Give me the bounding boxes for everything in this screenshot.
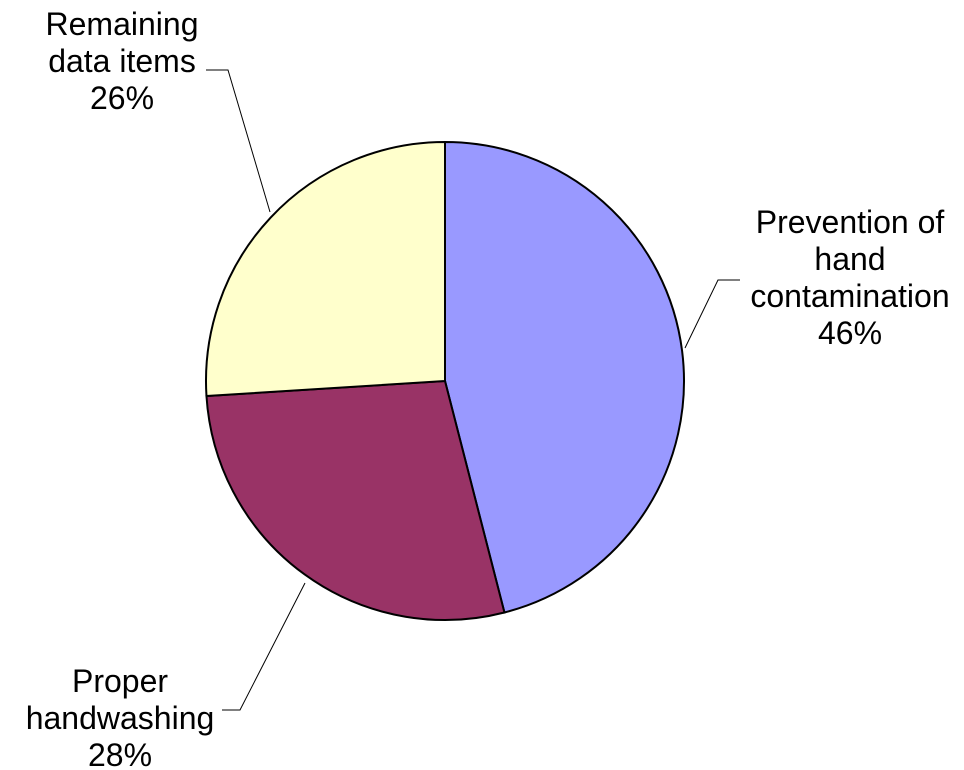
leader-line-1 [684,279,740,349]
slice-name-label: Proper [72,663,168,699]
slice-percent-label: 26% [90,80,154,116]
pie-slices [205,140,685,621]
slice-name-label: contamination [750,278,949,314]
slice-percent-label: 46% [818,315,882,351]
slice-name-label: handwashing [26,700,215,736]
slice-percent-label: 28% [88,737,152,770]
slice-name-label: hand [814,241,885,277]
slice-name-label: Prevention of [756,204,945,240]
leader-line-2 [222,582,306,711]
leader-line-3 [206,69,271,213]
slice-name-label: data items [48,43,196,79]
pie-slice-1 [444,140,685,614]
data-labels: Prevention ofhandcontamination46%Properh… [26,6,950,770]
pie-slice-2 [205,379,506,621]
leader-lines [206,69,740,711]
pie-slice-3 [205,140,446,398]
slice-name-label: Remaining [46,6,199,42]
